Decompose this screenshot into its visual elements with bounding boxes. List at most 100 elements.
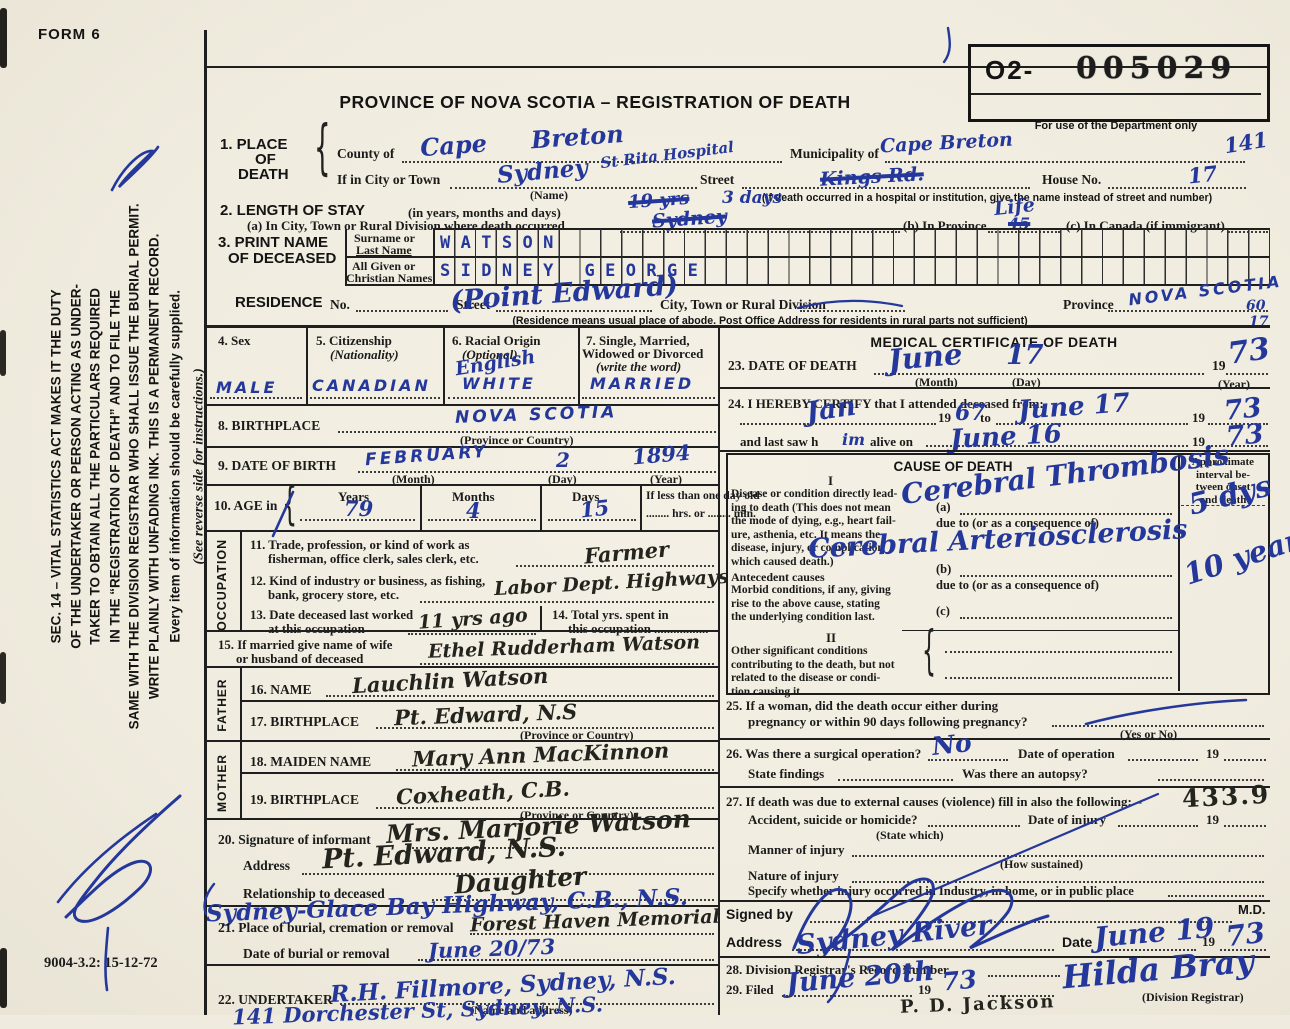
registration-number-stamp: 005029 xyxy=(1076,51,1238,86)
dob-cap-day: (Day) xyxy=(548,472,577,486)
city-town-line xyxy=(450,186,697,189)
s15-value: Ethel Rudderham Watson xyxy=(427,631,701,663)
given-names-value: SIDNEY GEORGE xyxy=(440,261,709,281)
row-line-740 xyxy=(204,740,720,742)
house-no-label: House No. xyxy=(1042,172,1102,187)
attended-from-year: 67 xyxy=(955,400,986,426)
age-v2 xyxy=(540,485,542,530)
cause-p1-line: which caused death.) xyxy=(731,555,834,568)
s26-19: 19 xyxy=(1206,746,1219,761)
s3-label-2: OF DECEASED xyxy=(228,250,337,267)
age-years-value: 79 xyxy=(344,496,374,521)
attended-year-line xyxy=(1208,422,1268,425)
attended-from-19: 19 xyxy=(938,410,951,425)
s13-line xyxy=(408,632,536,635)
marital-value: MARRIED xyxy=(590,374,695,393)
lastsaw-im: im xyxy=(842,430,866,449)
s26-line xyxy=(928,758,1008,761)
s27-19: 19 xyxy=(1206,812,1219,827)
informant-addr-label: Address xyxy=(243,858,291,873)
mother-mn-line xyxy=(396,768,714,771)
residence-city-label: City, Town or Rural Division xyxy=(660,297,826,312)
burial-date-label: Date of burial or removal xyxy=(243,946,390,961)
filed-line-2 xyxy=(988,994,1054,997)
s1-label-2: OF xyxy=(255,151,276,168)
age-less-label-1: If less than one day old xyxy=(646,489,760,502)
cause-p3-line: tion causing it. xyxy=(731,685,803,698)
cause-of-death-box xyxy=(726,453,1270,695)
s25-caption: (Yes or No) xyxy=(1120,727,1178,741)
cause-p1-line: ing to death (This does not mean xyxy=(731,501,891,514)
father-side-label: FATHER xyxy=(215,678,229,732)
registrar-caption: (Division Registrar) xyxy=(1142,990,1244,1004)
municipality-margin-number: 141 xyxy=(1222,126,1270,159)
residence-margin-mark-1: 60 xyxy=(1246,298,1266,314)
sign-year-line xyxy=(1220,948,1266,951)
scan-edge-mark xyxy=(0,330,6,376)
row-line-450r xyxy=(718,450,1270,453)
s25-line xyxy=(1052,724,1264,727)
grid-top-line xyxy=(433,228,1270,230)
informant-line xyxy=(408,846,714,849)
row-line-905 xyxy=(204,905,720,907)
citizenship-value: CANADIAN xyxy=(312,376,431,395)
cause-interval-divider xyxy=(1178,453,1180,691)
s29-label: 29. Filed xyxy=(726,982,774,997)
informant-label: 20. Signature of informant xyxy=(218,832,371,847)
s27-how-caption: (How sustained) xyxy=(1000,857,1084,871)
row-line-530 xyxy=(204,530,720,533)
s3-vline-1 xyxy=(345,229,347,285)
s3-label-1: 3. PRINT NAME xyxy=(218,234,329,251)
house-no-line xyxy=(1108,186,1246,189)
s11-label-2: fisherman, office clerk, sales clerk, et… xyxy=(268,552,479,566)
sex-label: 4. Sex xyxy=(218,333,251,348)
cause-b-due: due to (or as a consequence of) xyxy=(936,578,1099,592)
s27-manner-label: Manner of injury xyxy=(748,842,845,857)
municipality-value: Cape Breton xyxy=(879,128,1014,158)
s26-autopsy-line xyxy=(1158,778,1264,781)
interval-header-line: interval be- xyxy=(1195,468,1251,481)
s15-label-1: 15. If married give name of wife xyxy=(218,638,393,652)
dod-day-value: 17 xyxy=(1006,340,1044,371)
lastsaw-line xyxy=(926,444,1188,447)
cause-p1-line: the mode of dying, e.g., heart fail- xyxy=(731,515,896,528)
sex-value: MALE xyxy=(216,378,278,397)
scan-edge-mark xyxy=(0,8,7,68)
cause-c-line xyxy=(960,616,1172,619)
row-line-404 xyxy=(204,404,720,406)
name-caption: (Name) xyxy=(530,188,568,202)
surname-caption-1: Surname or xyxy=(354,231,415,245)
s14-label-2: this occupation ................. xyxy=(568,622,709,636)
age-months-header: Months xyxy=(452,489,495,504)
burial-date-line xyxy=(418,958,714,961)
s27-label: 27. If death was due to external causes … xyxy=(726,794,1142,809)
age-months-line xyxy=(428,518,536,521)
dod-label: 23. DATE OF DEATH xyxy=(728,358,857,373)
dod-month-value: June xyxy=(886,336,964,378)
s27-year-line xyxy=(1224,824,1266,827)
citizenship-label: 5. Citizenship xyxy=(316,333,392,348)
s27-specify-line xyxy=(1168,894,1264,897)
dept-box-tick xyxy=(942,26,951,64)
interval-header: Approximate interval be- tween onset and… xyxy=(1181,456,1265,507)
cause-p2-line: the underlying condition last. xyxy=(731,611,875,624)
age-less-label-2: ........ hrs. or ........ min. xyxy=(646,507,756,520)
dob-cap-year: (Year) xyxy=(650,472,682,486)
father-name-label: 16. NAME xyxy=(250,682,312,697)
s11-line xyxy=(516,564,714,567)
attended-line-1 xyxy=(740,422,936,425)
racial-origin-value: WHITE xyxy=(462,374,536,393)
surname-value: WATSON xyxy=(440,233,564,253)
section-heavy-line xyxy=(204,325,1270,328)
cause-a-line xyxy=(960,512,1172,515)
s12-label-1: 12. Kind of industry or business, as fis… xyxy=(250,574,486,588)
s1-label-3: DEATH xyxy=(238,166,289,183)
interval-dash-line xyxy=(1181,504,1265,506)
mother-mn-value: Mary Ann MacKinnon xyxy=(411,737,670,772)
informant-rel-label: Relationship to deceased xyxy=(243,886,385,901)
s1-label-1: 1. PLACE xyxy=(220,136,288,153)
dod-cap-day: (Day) xyxy=(1012,375,1041,389)
cause-a-due: due to (or as a consequence of) xyxy=(936,516,1099,530)
sign-date-line xyxy=(1100,948,1196,951)
